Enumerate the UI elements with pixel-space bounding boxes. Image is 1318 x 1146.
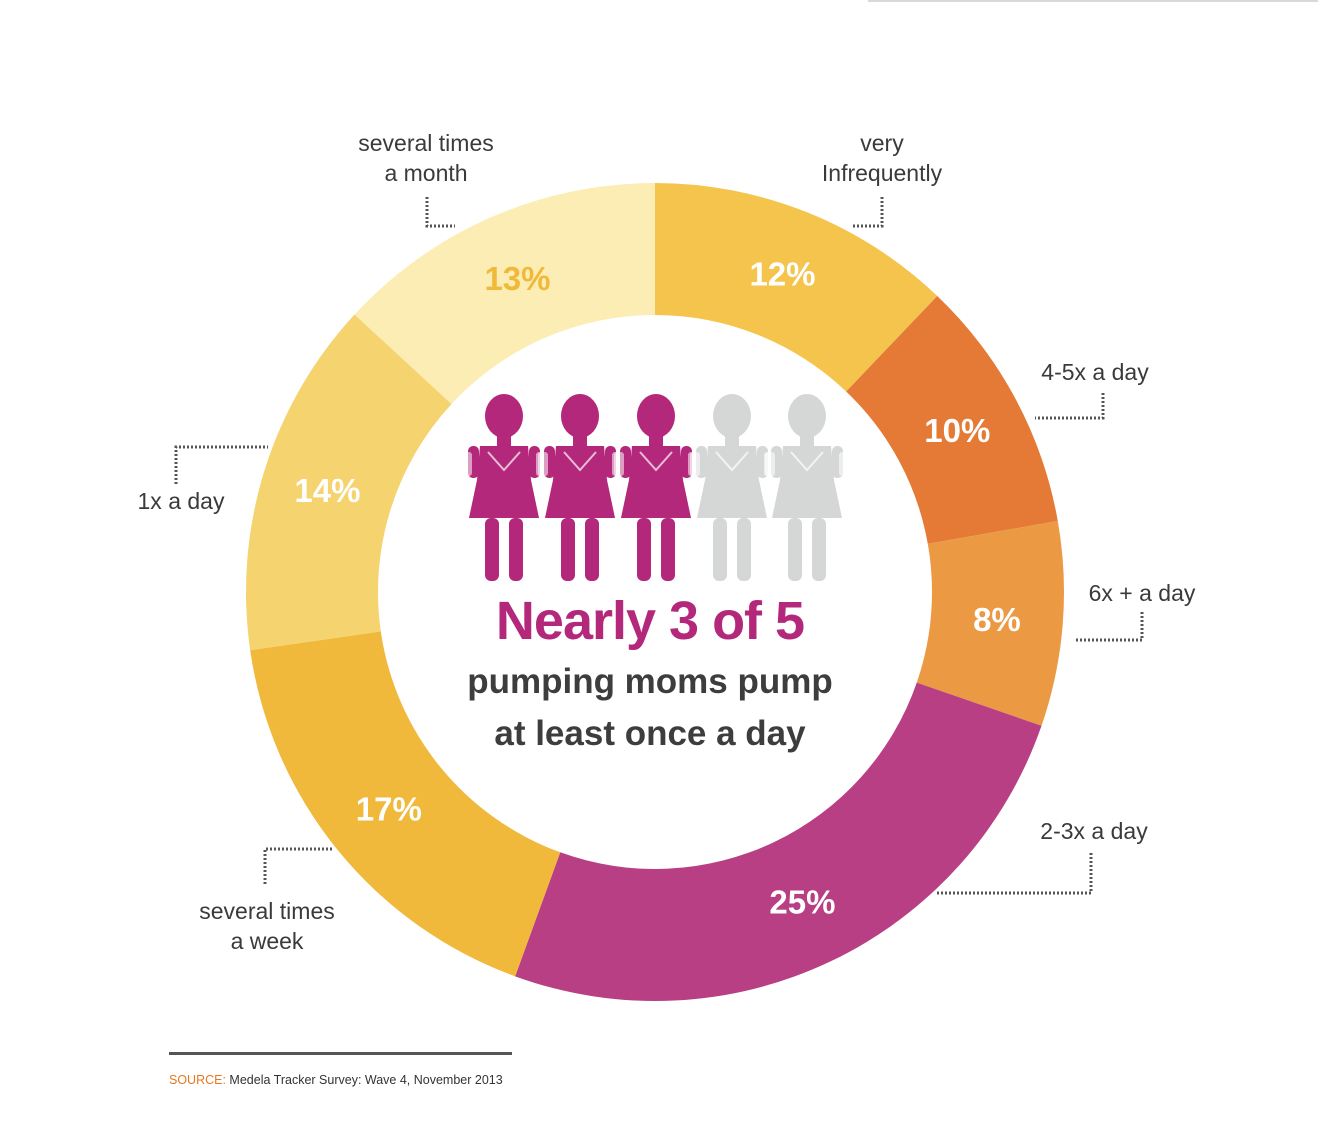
source-label: SOURCE:: [169, 1073, 226, 1087]
slice-1x-a-day: [246, 314, 452, 651]
slice-6x-plus-a-day: [916, 520, 1064, 726]
value-label-6x-plus-a-day: 8%: [973, 601, 1021, 638]
value-label-several-times-a-week: 17%: [356, 790, 422, 827]
slice-4-5x-a-day: [846, 295, 1058, 544]
pumping-mother-icon: [690, 394, 774, 581]
leader-line-several-times-a-month: [425, 197, 455, 228]
leader-line-very-infrequently: [852, 197, 884, 228]
category-label-several-times-a-month-line-1: several times: [358, 130, 493, 156]
figure-row: [462, 394, 849, 581]
category-label-2-3x-a-day-line-1: 2-3x a day: [1040, 818, 1148, 844]
leader-line-4-5x-a-day: [1035, 393, 1105, 420]
category-label-several-times-a-week-line-2: a week: [231, 928, 304, 954]
leader-lines: [174, 197, 1144, 895]
pumping-mother-icon: [765, 394, 849, 581]
subheadline-line-1: pumping moms pump: [467, 662, 833, 701]
category-label-several-times-a-month-line-2: a month: [384, 160, 467, 186]
leader-line-1x-a-day: [174, 445, 268, 484]
slice-several-times-a-week: [250, 631, 561, 977]
category-label-1x-a-day-line-1: 1x a day: [138, 488, 225, 514]
pumping-mother-icon: [614, 394, 698, 581]
category-labels: very Infrequently 4-5x a day 6x + a day 2-3x…: [138, 130, 1196, 954]
source-note: SOURCE: Medela Tracker Survey: Wave 4, N…: [169, 1073, 503, 1087]
headline: Nearly 3 of 5: [495, 591, 805, 651]
value-label-4-5x-a-day: 10%: [924, 412, 990, 449]
category-label-several-times-a-week-line-1: several times: [199, 898, 334, 924]
leader-line-2-3x-a-day: [936, 853, 1093, 895]
leader-line-several-times-a-week: [263, 847, 333, 884]
source-divider: [169, 1052, 512, 1055]
slice-several-times-a-month: [354, 183, 655, 405]
top-divider: [868, 0, 1318, 2]
source-text: Medela Tracker Survey: Wave 4, November …: [225, 1073, 503, 1087]
slice-very-infrequently: [655, 183, 938, 392]
value-labels: 12% 10% 8% 25% 17% 14% 13%: [294, 256, 1020, 921]
value-label-2-3x-a-day: 25%: [769, 884, 835, 921]
category-label-very-infrequently-line-2: Infrequently: [822, 160, 943, 186]
value-label-1x-a-day: 14%: [294, 472, 360, 509]
value-label-very-infrequently: 12%: [749, 256, 815, 293]
value-label-several-times-a-month: 13%: [484, 260, 550, 297]
category-label-4-5x-a-day-line-1: 4-5x a day: [1041, 359, 1149, 385]
pumping-mother-icon: [538, 394, 622, 581]
category-label-very-infrequently-line-1: very: [860, 130, 904, 156]
pumping-mother-icon: [462, 394, 546, 581]
category-label-6x-plus-a-day-line-1: 6x + a day: [1089, 580, 1196, 606]
slice-2-3x-a-day: [515, 682, 1042, 1001]
leader-line-6x-plus-a-day: [1075, 612, 1144, 642]
donut-slices: [246, 183, 1064, 1001]
subheadline-line-2: at least once a day: [494, 714, 806, 753]
